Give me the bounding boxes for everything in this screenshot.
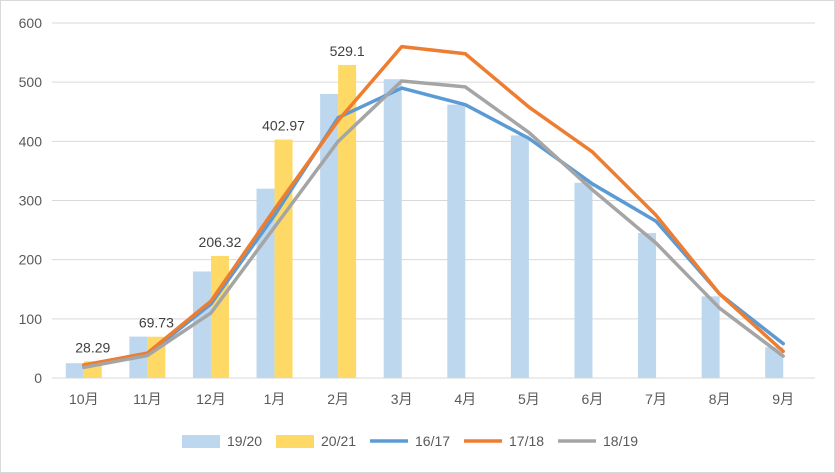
y-tick-label: 400 — [19, 133, 43, 149]
legend: 19/20 20/21 16/17 17/18 18/19 — [182, 433, 638, 449]
x-tick-label: 6月 — [582, 391, 604, 407]
bars — [65, 64, 784, 379]
bar-19-20 — [574, 182, 593, 378]
bar-19-20 — [765, 347, 784, 378]
y-tick-label: 200 — [19, 252, 43, 268]
x-tick-label: 7月 — [645, 391, 667, 407]
data-label: 69.73 — [139, 315, 174, 331]
y-tick-label: 0 — [34, 370, 42, 386]
lines — [82, 44, 785, 370]
x-tick-label: 10月 — [69, 391, 99, 407]
y-tick-label: 300 — [19, 193, 43, 209]
bar-19-20 — [510, 135, 529, 378]
x-axis-ticks: 10月 11月 12月 1月 2月 3月 4月 5月 6月 7月 8月 9月 — [69, 391, 794, 407]
y-tick-label: 100 — [19, 311, 43, 327]
legend-label-19-20: 19/20 — [227, 433, 262, 449]
x-tick-label: 12月 — [196, 391, 226, 407]
legend-swatch-20-21 — [276, 435, 314, 448]
bar-19-20 — [383, 79, 402, 378]
bar-20-21 — [274, 139, 293, 378]
bar-19-20 — [65, 363, 84, 378]
x-tick-label: 2月 — [327, 391, 349, 407]
legend-label-17-18: 17/18 — [509, 433, 544, 449]
legend-label-20-21: 20/21 — [321, 433, 356, 449]
x-tick-label: 1月 — [264, 391, 286, 407]
line-16-17 — [82, 86, 785, 368]
data-labels: 28.29 69.73 206.32 402.97 529.1 — [75, 43, 365, 355]
bar-19-20 — [701, 296, 720, 378]
line-18-19 — [82, 79, 785, 370]
legend-label-16-17: 16/17 — [415, 433, 450, 449]
data-label: 28.29 — [75, 339, 110, 355]
data-label: 402.97 — [262, 118, 305, 134]
x-tick-label: 9月 — [772, 391, 794, 407]
legend-label-18-19: 18/19 — [603, 433, 638, 449]
y-tick-label: 600 — [19, 15, 43, 31]
x-tick-label: 11月 — [133, 391, 162, 407]
data-label: 529.1 — [330, 43, 365, 59]
x-tick-label: 4月 — [454, 391, 476, 407]
gridlines — [52, 22, 815, 379]
legend-swatch-19-20 — [182, 435, 220, 448]
y-tick-label: 500 — [19, 74, 43, 90]
bar-19-20 — [192, 271, 211, 378]
x-tick-label: 3月 — [391, 391, 413, 407]
bar-19-20 — [447, 104, 466, 379]
x-tick-label: 8月 — [709, 391, 731, 407]
bar-20-21 — [210, 255, 229, 378]
data-label: 206.32 — [199, 234, 242, 250]
y-axis-ticks: 0 100 200 300 400 500 600 — [19, 15, 43, 386]
bar-20-21 — [338, 64, 357, 379]
bar-19-20 — [320, 94, 339, 378]
line-17-18 — [82, 44, 785, 367]
bar-19-20 — [638, 233, 657, 378]
x-tick-label: 5月 — [518, 391, 540, 407]
